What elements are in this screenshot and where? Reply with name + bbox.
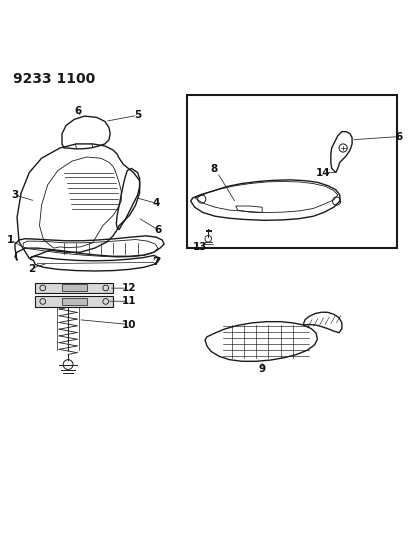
Bar <box>35 296 113 306</box>
Text: 4: 4 <box>152 198 159 208</box>
Text: 11: 11 <box>122 296 136 306</box>
Text: 10: 10 <box>122 319 136 329</box>
Text: 13: 13 <box>192 243 207 252</box>
Bar <box>62 298 86 305</box>
Text: 2: 2 <box>28 263 35 273</box>
Text: 8: 8 <box>210 164 218 174</box>
Text: 1: 1 <box>7 235 14 245</box>
Text: 5: 5 <box>134 110 141 120</box>
Text: 14: 14 <box>315 167 330 177</box>
Text: 3: 3 <box>11 190 18 200</box>
Bar <box>35 283 113 293</box>
Bar <box>186 95 396 248</box>
Text: 6: 6 <box>154 225 161 235</box>
Text: 9233 1100: 9233 1100 <box>13 72 95 86</box>
Bar <box>62 285 86 292</box>
Text: 6: 6 <box>74 106 82 116</box>
Text: 7: 7 <box>152 257 159 268</box>
Text: 6: 6 <box>395 132 402 142</box>
Text: 9: 9 <box>258 365 265 375</box>
Text: 12: 12 <box>122 283 136 293</box>
